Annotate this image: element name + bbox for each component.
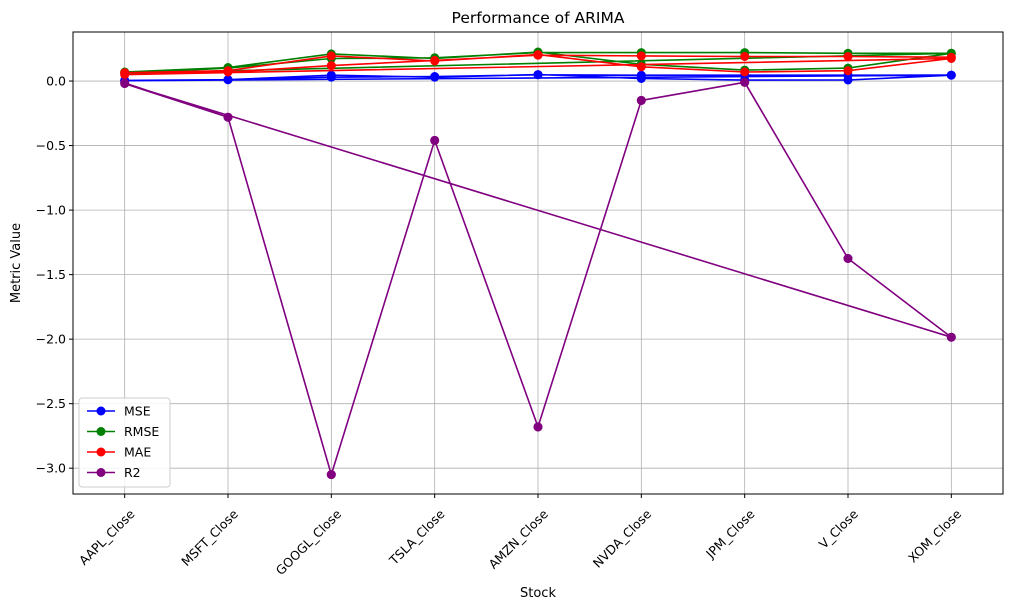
data-point-mse	[533, 70, 543, 80]
y-tick-label: −1.0	[36, 203, 66, 218]
legend-label: RMSE	[124, 424, 159, 439]
legend-swatch-marker	[96, 406, 106, 416]
series-line-rmse	[123, 51, 953, 75]
data-point-mae	[636, 51, 646, 61]
y-tick-label: −2.5	[36, 396, 66, 411]
legend-swatch-marker	[96, 427, 106, 436]
data-point-mae	[326, 61, 336, 71]
data-point-mse	[636, 70, 646, 80]
series-line-mae	[123, 53, 953, 76]
data-point-r2	[120, 79, 130, 89]
data-point-mse	[946, 70, 956, 80]
data-point-r2	[946, 332, 956, 342]
data-point-mae	[946, 52, 956, 62]
data-point-r2	[430, 135, 440, 145]
data-point-mae	[430, 55, 440, 65]
legend-swatch-marker	[96, 447, 106, 457]
series-r2	[120, 77, 956, 480]
data-point-mse	[430, 72, 440, 81]
data-point-mae	[740, 52, 750, 61]
x-axis-title: Stock	[520, 586, 556, 601]
legend: MSE RMSE MAE R2	[78, 397, 171, 488]
legend-item-rmse: RMSE	[87, 424, 159, 439]
y-tick-label: −0.5	[36, 138, 66, 153]
data-point-mse	[326, 72, 336, 82]
legend-label: MSE	[124, 404, 151, 419]
data-point-mae	[223, 67, 233, 77]
data-point-r2	[533, 422, 543, 432]
data-point-r2	[636, 95, 646, 105]
y-tick-label: −2.0	[36, 332, 66, 347]
series-line-r2	[123, 81, 953, 476]
data-point-mse	[223, 75, 233, 85]
y-tick-label: 0.0	[46, 74, 66, 89]
legend-item-r2: R2	[87, 465, 141, 480]
legend-box	[78, 397, 171, 488]
data-point-mae	[843, 52, 853, 61]
legend-item-mae: MAE	[87, 445, 151, 460]
data-point-mae	[636, 62, 646, 72]
data-point-r2	[326, 470, 336, 480]
legend-label: R2	[124, 465, 141, 480]
y-tick-label: −3.0	[36, 461, 66, 476]
legend-swatch-marker	[96, 468, 106, 477]
legend-item-mse: MSE	[87, 404, 151, 419]
data-point-r2	[740, 77, 750, 87]
data-point-mae	[533, 50, 543, 60]
series-mae	[120, 50, 956, 80]
y-axis-title: Metric Value	[9, 223, 24, 303]
data-point-mae	[326, 51, 336, 61]
chart-title: Performance of ARIMA	[452, 9, 625, 27]
y-tick-label: −1.5	[36, 267, 66, 282]
data-point-r2	[223, 112, 233, 122]
data-point-mae	[120, 70, 130, 80]
legend-label: MAE	[124, 445, 151, 460]
data-point-mae	[843, 66, 853, 76]
data-point-r2	[843, 254, 853, 263]
data-point-mae	[740, 67, 750, 77]
series-lines	[120, 47, 956, 480]
